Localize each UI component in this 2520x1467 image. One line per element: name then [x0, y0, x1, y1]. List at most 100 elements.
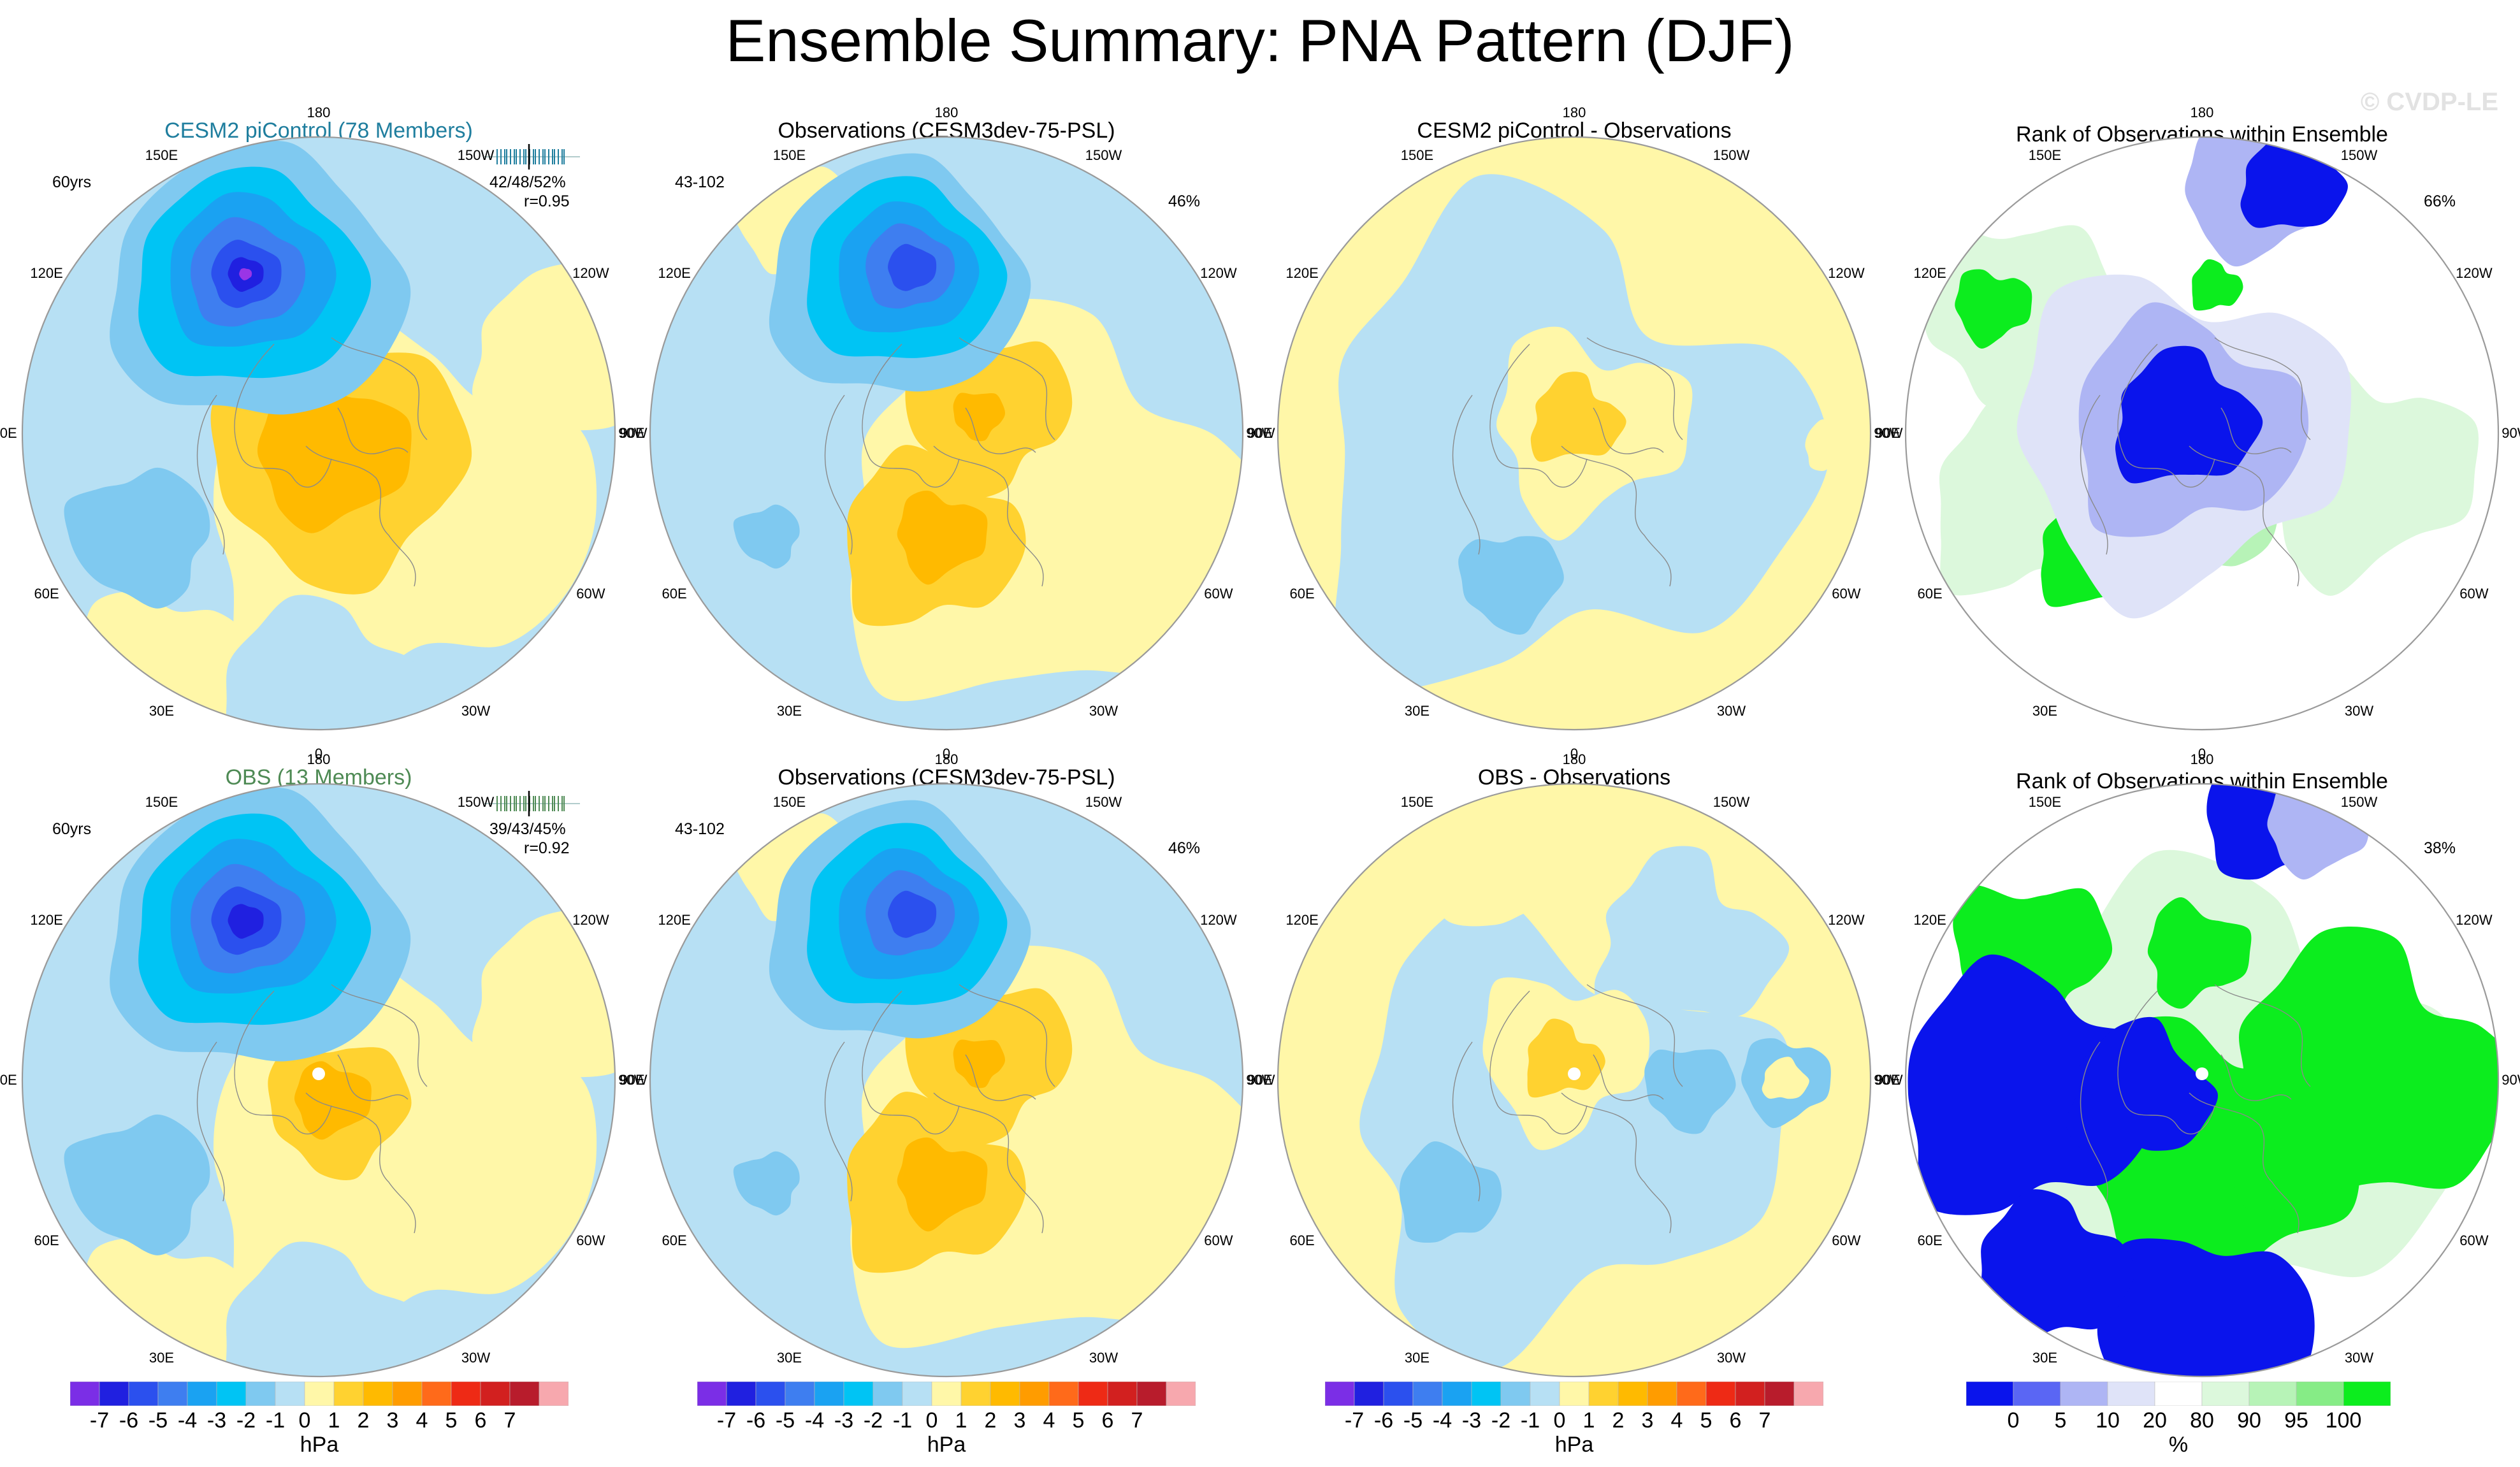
colorbar-swatch	[1530, 1382, 1560, 1406]
map-border	[649, 136, 1244, 731]
polar-stereographic-map	[21, 783, 616, 1378]
longitude-label: 120E	[658, 911, 691, 928]
colorbar-swatch	[873, 1382, 903, 1406]
positive-region	[953, 1039, 1006, 1088]
colorbar-swatch	[1618, 1382, 1648, 1406]
coastline	[824, 1041, 853, 1202]
colorbar-tick: -5	[1403, 1408, 1423, 1433]
colorbar-swatch	[1793, 1382, 1823, 1406]
colorbar-swatch	[1136, 1382, 1167, 1406]
colorbar-swatch	[1676, 1382, 1707, 1406]
coastline	[2220, 1054, 2292, 1101]
rank-colorbar: 0 5 10 20 80 90 95 100%	[1966, 1382, 2391, 1458]
longitude-label: 180	[934, 751, 959, 767]
positive-region	[1762, 1057, 1809, 1099]
coastline	[862, 343, 960, 488]
longitude-label: 120E	[30, 264, 63, 281]
colorbar-tick: 80	[2190, 1408, 2214, 1433]
colorbar-unit: hPa	[300, 1433, 339, 1457]
longitude-label: 150W	[457, 794, 495, 811]
colorbar-swatch	[392, 1382, 423, 1406]
colorbar-swatch	[1588, 1382, 1619, 1406]
positive-region	[953, 393, 1006, 442]
longitude-label: 150E	[145, 794, 178, 811]
colorbar-swatch	[451, 1382, 481, 1406]
colorbar-tick: -3	[1461, 1408, 1482, 1433]
longitude-label: 90E	[0, 425, 17, 441]
coastline	[2117, 343, 2215, 488]
coastline	[2214, 337, 2311, 440]
colorbar-swatch	[1078, 1382, 1108, 1406]
longitude-label: 0	[2198, 746, 2206, 762]
colorbar-swatches	[1325, 1382, 1823, 1406]
coastline	[337, 1054, 409, 1101]
colorbar-tick: -3	[834, 1408, 854, 1433]
colorbar-tick: 5	[1072, 1408, 1085, 1433]
coastline	[2080, 1041, 2108, 1202]
colorbar-tick: -1	[1520, 1408, 1540, 1433]
colorbar-tick: 3	[1013, 1408, 1026, 1433]
longitude-label: 150W	[2340, 147, 2378, 164]
longitude-label: 150E	[1400, 794, 1434, 811]
colorbar-swatch	[2201, 1382, 2250, 1406]
colorbar-tick: -4	[1432, 1408, 1452, 1433]
rank-region	[2240, 137, 2348, 228]
coastline	[965, 1054, 1036, 1101]
longitude-label: 90E	[619, 425, 645, 441]
colorbar-swatch	[2107, 1382, 2155, 1406]
colorbar-swatch	[1442, 1382, 1472, 1406]
colorbar-tick: -2	[1491, 1408, 1511, 1433]
rank-region	[1980, 1189, 2135, 1343]
negative-region	[733, 1151, 800, 1216]
longitude-label: 90W	[1874, 425, 1903, 441]
colorbar-swatch	[755, 1382, 786, 1406]
period-label: 60yrs	[52, 820, 92, 838]
colorbar-swatch	[1735, 1382, 1765, 1406]
longitude-label: 120E	[658, 264, 691, 281]
colorbar-swatch	[275, 1382, 305, 1406]
longitude-label: 90E	[1247, 1072, 1273, 1088]
colorbar-tick: 90	[2237, 1408, 2261, 1433]
map-panel-p6: Observations (CESM3dev-75-PSL) 43-102 46% 1…	[620, 742, 1275, 1408]
longitude-label: 150E	[145, 147, 178, 164]
colorbar-tick: -6	[119, 1408, 139, 1433]
negative-region	[226, 595, 431, 730]
coastline	[196, 394, 225, 555]
longitude-label: 150W	[1085, 794, 1122, 811]
colorbar-tick: 1	[1582, 1408, 1595, 1433]
colorbar-swatch	[1559, 1382, 1589, 1406]
colorbar-swatch	[70, 1382, 100, 1406]
colorbar-swatches	[70, 1382, 568, 1406]
negative-region	[888, 243, 937, 291]
colorbar-tick: 4	[1670, 1408, 1683, 1433]
colorbar-tick: 6	[474, 1408, 487, 1433]
rank-region	[2066, 1016, 2218, 1153]
longitude-label: 60W	[1204, 585, 1233, 602]
colorbar-swatch	[216, 1382, 247, 1406]
longitude-label: 60E	[34, 1232, 59, 1248]
polar-stereographic-map	[1277, 136, 1872, 731]
colorbar-swatch	[363, 1382, 393, 1406]
negative-region	[228, 904, 264, 939]
colorbar-tick: -1	[265, 1408, 286, 1433]
longitude-label: 60W	[2459, 1232, 2489, 1248]
colorbar-swatch	[1647, 1382, 1677, 1406]
coastline	[1561, 1092, 1672, 1234]
map-panel-p5: OBS (13 Members) 60yrs 39/43/45% r=0.92 180 1…	[0, 742, 648, 1408]
longitude-label: 180	[2190, 751, 2214, 767]
colorbar-swatch	[2013, 1382, 2061, 1406]
colorbar-swatch	[539, 1382, 568, 1406]
coastline	[1586, 984, 1683, 1087]
colorbar-tick: 5	[1700, 1408, 1713, 1433]
longitude-label: 120W	[1200, 911, 1237, 928]
colorbar-swatch	[1325, 1382, 1355, 1406]
longitude-label: 90W	[1246, 425, 1275, 441]
coastline	[1593, 1054, 1664, 1101]
map-border	[1904, 136, 2500, 731]
colorbar-tick: 2	[1612, 1408, 1625, 1433]
map-border	[21, 136, 616, 731]
colorbar-tick: 6	[1729, 1408, 1742, 1433]
longitude-label: 30E	[1404, 702, 1430, 719]
map-panel-p1: CESM2 piControl (78 Members) 60yrs 42/48/5…	[0, 96, 648, 762]
colorbar-swatch	[1412, 1382, 1443, 1406]
